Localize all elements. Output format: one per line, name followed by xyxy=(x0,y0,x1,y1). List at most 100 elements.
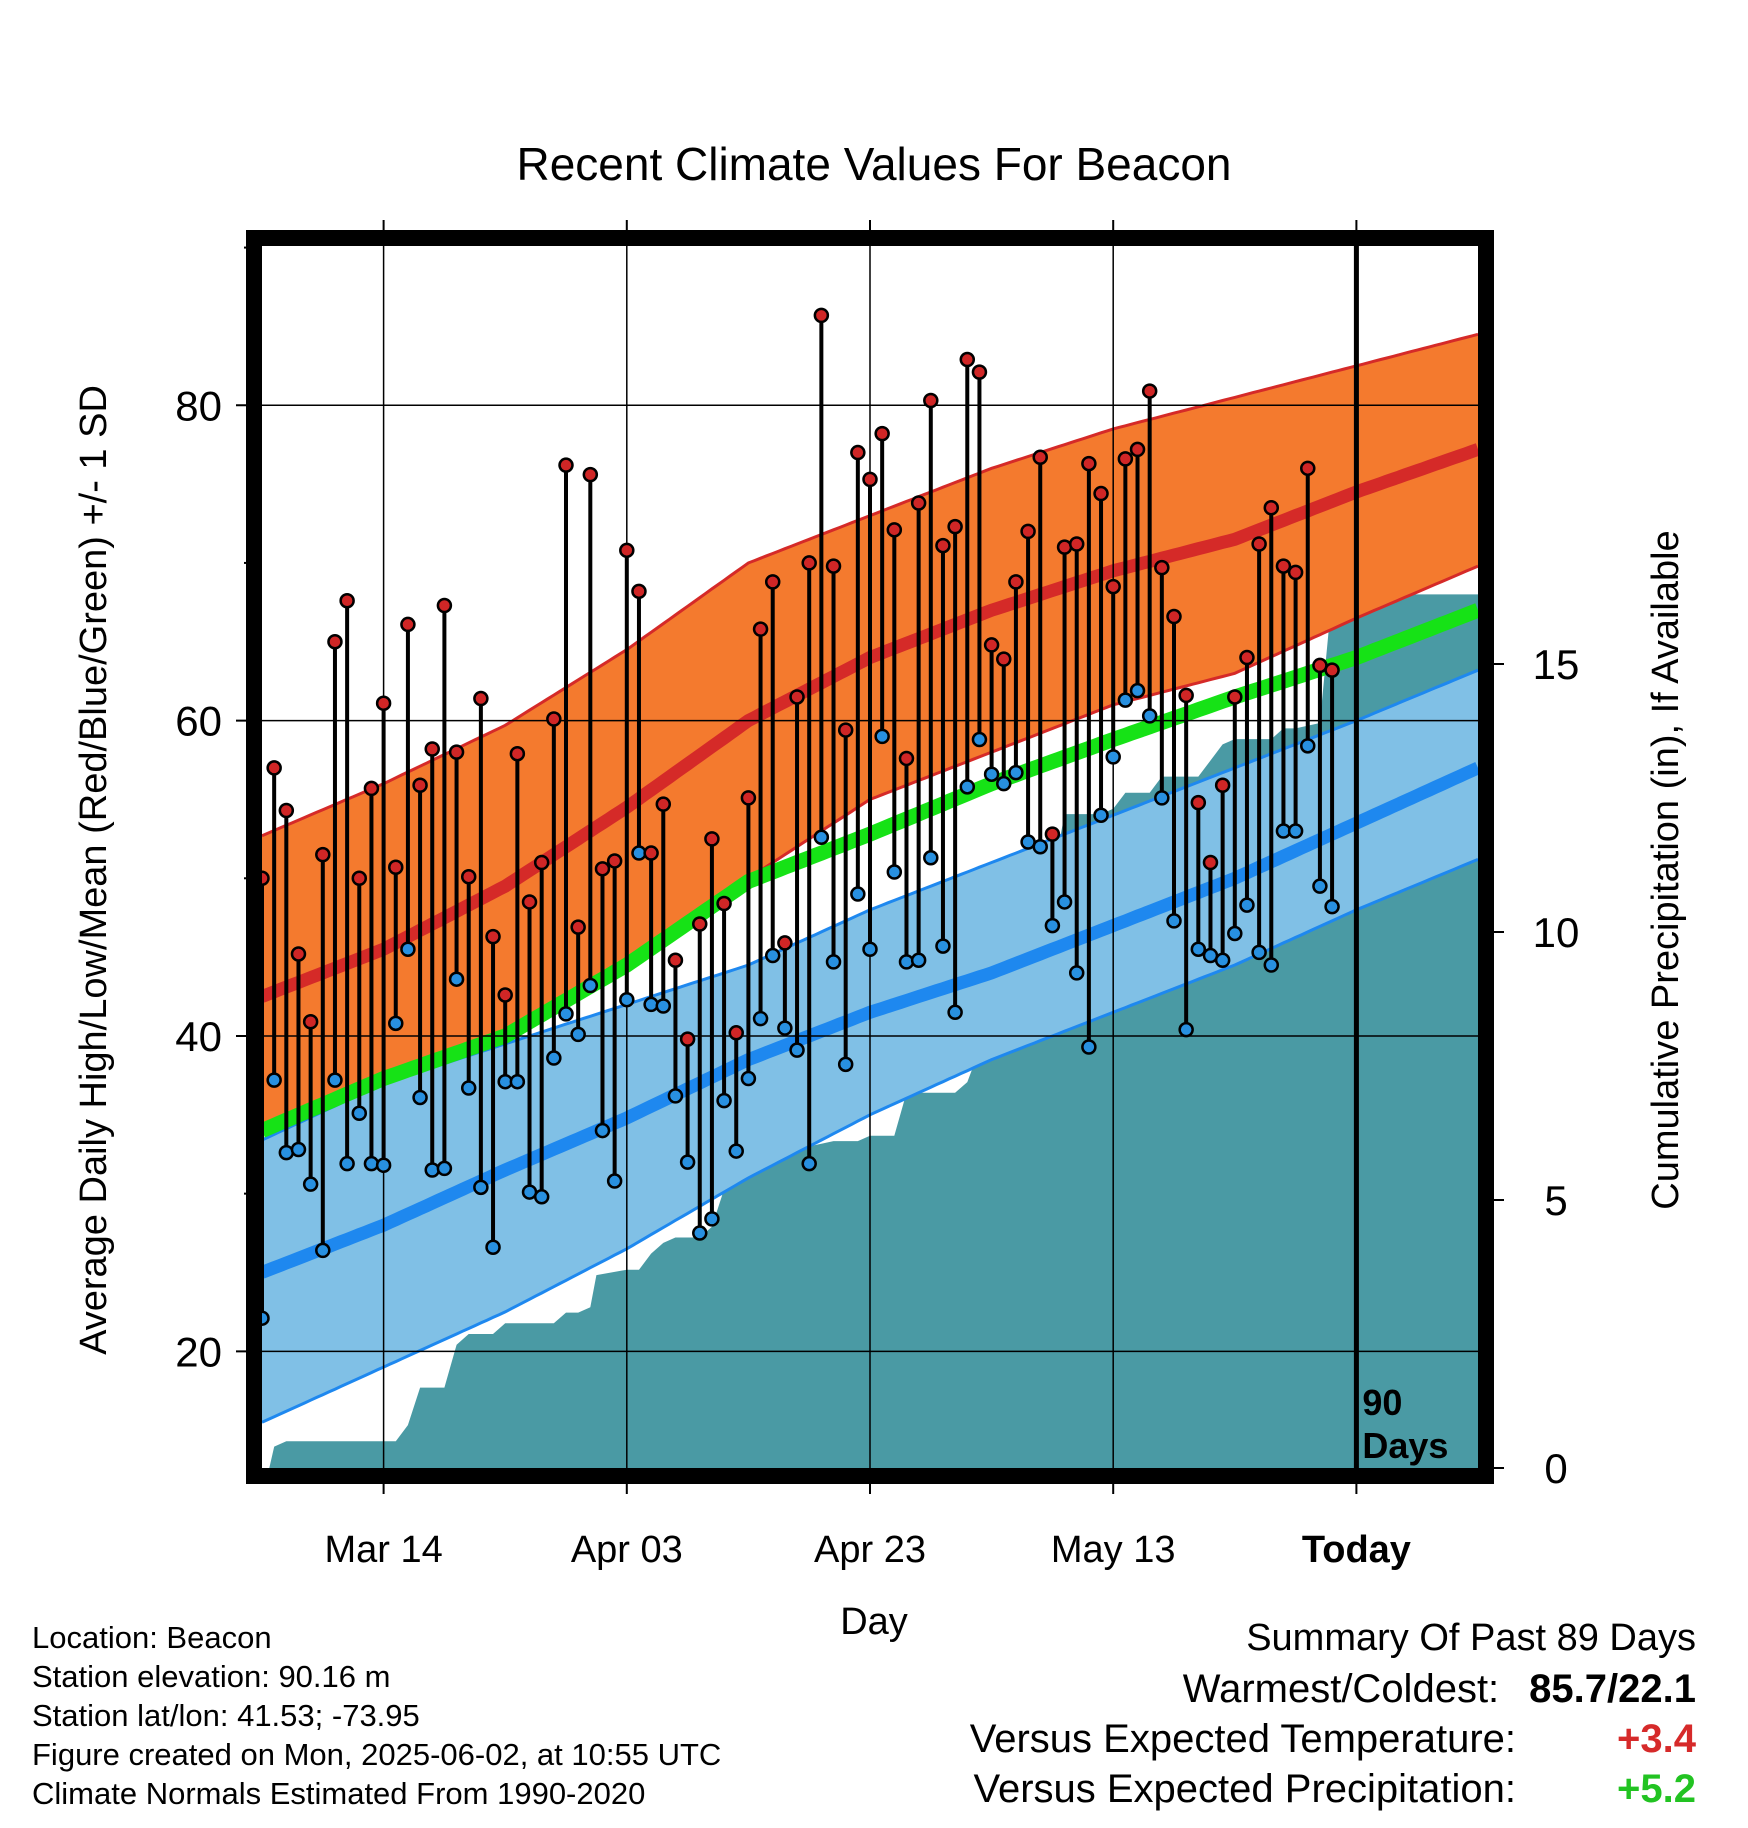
daily-low-point xyxy=(667,1088,684,1104)
daily-low-point xyxy=(910,952,927,969)
daily-high-point xyxy=(1008,574,1024,590)
y-axis-label-left: Average Daily High/Low/Mean (Red/Blue/Gr… xyxy=(73,385,115,1355)
daily-high-point xyxy=(533,854,550,871)
daily-high-point xyxy=(716,895,732,912)
daily-low-point xyxy=(1044,917,1061,934)
daily-low-point xyxy=(485,1239,501,1256)
temperature-anomaly-value: +3.4 xyxy=(1617,1717,1696,1761)
daily-low-point xyxy=(1032,839,1048,855)
daily-low-point xyxy=(266,1072,282,1088)
daily-high-point xyxy=(582,466,599,483)
daily-high-point xyxy=(971,364,988,380)
daily-high-point xyxy=(837,722,854,738)
daily-low-point xyxy=(837,1056,854,1073)
daily-high-point xyxy=(606,853,623,869)
daily-high-point xyxy=(825,558,842,574)
daily-high-point xyxy=(436,597,453,614)
daily-low-point xyxy=(862,941,878,957)
precipitation-anomaly-value: +5.2 xyxy=(1617,1767,1696,1811)
daily-low-point xyxy=(777,1020,793,1036)
daily-high-point xyxy=(473,690,489,707)
daily-low-point xyxy=(619,991,635,1008)
daily-high-point xyxy=(594,861,611,877)
daily-high-point xyxy=(1227,689,1243,705)
daily-high-point xyxy=(752,621,769,637)
daily-low-point xyxy=(886,864,903,880)
daily-high-point xyxy=(959,351,976,368)
daily-low-point xyxy=(1093,807,1109,823)
daily-high-point xyxy=(290,946,307,962)
normals-text: Climate Normals Estimated From 1990-2020 xyxy=(32,1776,646,1811)
daily-low-point xyxy=(1105,749,1121,765)
summary-title: Summary Of Past 89 Days xyxy=(1246,1617,1696,1659)
daily-high-point xyxy=(813,307,830,324)
daily-high-point xyxy=(302,1014,319,1030)
daily-high-point xyxy=(1324,662,1340,678)
daily-high-point xyxy=(278,802,295,819)
daily-high-point xyxy=(764,574,781,590)
daily-high-point xyxy=(1154,559,1170,576)
created-text: Figure created on Mon, 2025-06-02, at 10… xyxy=(32,1737,722,1772)
left-axis-tick-label: 60 xyxy=(175,698,222,745)
daily-high-point xyxy=(546,711,562,727)
daily-low-point xyxy=(1068,965,1085,981)
daily-low-point xyxy=(546,1050,562,1066)
daily-low-point xyxy=(923,850,939,866)
daily-high-point xyxy=(570,919,586,935)
daily-low-point xyxy=(789,1042,805,1058)
daily-high-point xyxy=(327,634,343,650)
daily-low-point xyxy=(947,1004,963,1021)
daily-low-point xyxy=(740,1070,757,1087)
warmest-coldest-value: 85.7/22.1 xyxy=(1529,1667,1696,1711)
daily-low-point xyxy=(460,1080,477,1096)
daily-high-point xyxy=(740,790,757,806)
right-axis-tick-label: 10 xyxy=(1533,909,1580,956)
daily-high-point xyxy=(983,637,1000,653)
latlon-text: Station lat/lon: 41.53; -73.95 xyxy=(32,1698,420,1733)
daily-high-point xyxy=(1044,826,1061,842)
daily-low-point xyxy=(1166,913,1182,929)
daily-low-point xyxy=(728,1143,744,1159)
x-axis-tick-label: May 13 xyxy=(1051,1529,1176,1571)
daily-low-point xyxy=(606,1173,623,1189)
daily-high-point xyxy=(862,471,878,488)
daily-low-point xyxy=(1251,944,1267,961)
daily-high-point xyxy=(655,796,672,812)
daily-high-point xyxy=(1166,608,1182,625)
daily-low-point xyxy=(290,1141,307,1158)
daily-low-point xyxy=(339,1155,355,1172)
x-axis-tick-label: Apr 23 xyxy=(814,1529,926,1571)
warmest-coldest-label: Warmest/Coldest: xyxy=(1182,1667,1500,1711)
left-axis-tick-label: 80 xyxy=(175,382,222,429)
daily-low-point xyxy=(582,977,599,994)
daily-high-point xyxy=(886,522,903,538)
daily-low-point xyxy=(375,1157,392,1174)
daily-low-point xyxy=(1214,952,1231,969)
daily-low-point xyxy=(898,954,915,970)
daily-high-point xyxy=(1068,536,1085,552)
daily-low-point xyxy=(1008,764,1024,781)
daily-low-point xyxy=(412,1089,428,1106)
daily-high-point xyxy=(1190,794,1207,811)
daily-high-point xyxy=(424,741,440,757)
daily-high-point xyxy=(1300,460,1316,477)
daily-low-point xyxy=(327,1072,343,1088)
temperature-anomaly-row: Versus Expected Temperature: +3.4 xyxy=(970,1714,1696,1764)
daily-high-point xyxy=(351,870,368,887)
summary-panel: Summary Of Past 89 Days Warmest/Coldest:… xyxy=(970,1612,1696,1814)
daily-low-point xyxy=(1312,878,1328,894)
daily-high-point xyxy=(460,868,477,885)
daily-high-point xyxy=(1287,564,1304,581)
daily-low-point xyxy=(643,996,659,1013)
x-axis-tick-label: Mar 14 xyxy=(324,1529,442,1571)
daily-low-point xyxy=(473,1179,489,1196)
daily-high-point xyxy=(996,651,1012,667)
chart-title: Recent Climate Values For Beacon xyxy=(516,138,1231,190)
right-axis-tick-label: 0 xyxy=(1544,1445,1567,1492)
daily-low-point xyxy=(302,1176,319,1192)
daily-low-point xyxy=(448,971,465,987)
precipitation-anomaly-row: Versus Expected Precipitation: +5.2 xyxy=(970,1764,1696,1814)
daily-high-point xyxy=(1239,649,1255,666)
daily-low-point xyxy=(1227,925,1243,942)
